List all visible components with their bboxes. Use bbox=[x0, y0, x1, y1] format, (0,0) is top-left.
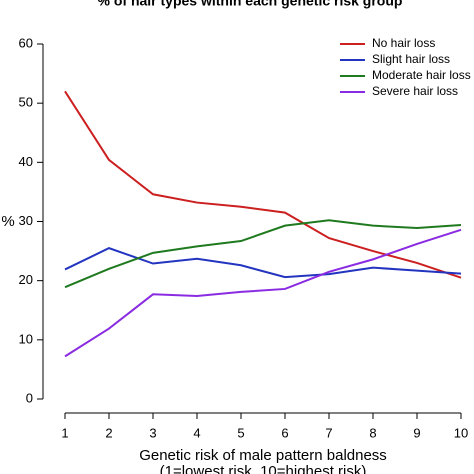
x-tick-label: 8 bbox=[369, 425, 376, 440]
x-tick-label: 10 bbox=[454, 425, 468, 440]
legend-label: Severe hair loss bbox=[372, 84, 458, 98]
x-tick-label: 2 bbox=[105, 425, 112, 440]
x-tick-label: 6 bbox=[281, 425, 288, 440]
x-tick-label: 4 bbox=[193, 425, 200, 440]
data-line bbox=[64, 247, 462, 279]
y-tick-label: 30 bbox=[19, 213, 33, 228]
legend-label: Moderate hair loss bbox=[372, 68, 471, 82]
x-tick-label: 1 bbox=[61, 425, 68, 440]
y-tick-label: 20 bbox=[19, 272, 33, 287]
y-tick-label: 40 bbox=[19, 154, 33, 169]
data-line bbox=[64, 228, 462, 358]
x-axis-label: Genetic risk of male pattern baldness bbox=[139, 447, 387, 464]
x-tick-label: 5 bbox=[237, 425, 244, 440]
y-tick-label: 60 bbox=[19, 35, 33, 50]
y-tick-label: 10 bbox=[19, 331, 33, 346]
legend-label: Slight hair loss bbox=[372, 52, 450, 66]
y-tick-label: 50 bbox=[19, 95, 33, 110]
chart-title: % of hair types within each genetic risk… bbox=[98, 0, 403, 9]
data-line bbox=[64, 219, 462, 289]
x-tick-label: 3 bbox=[149, 425, 156, 440]
x-tick-label: 7 bbox=[325, 425, 332, 440]
legend-label: No hair loss bbox=[372, 36, 435, 50]
data-line bbox=[64, 90, 462, 279]
x-tick-label: 9 bbox=[413, 425, 420, 440]
x-axis-label: (1=lowest risk, 10=highest risk) bbox=[160, 463, 367, 474]
y-axis-label: % bbox=[1, 213, 14, 230]
y-tick-label: 0 bbox=[26, 390, 33, 405]
